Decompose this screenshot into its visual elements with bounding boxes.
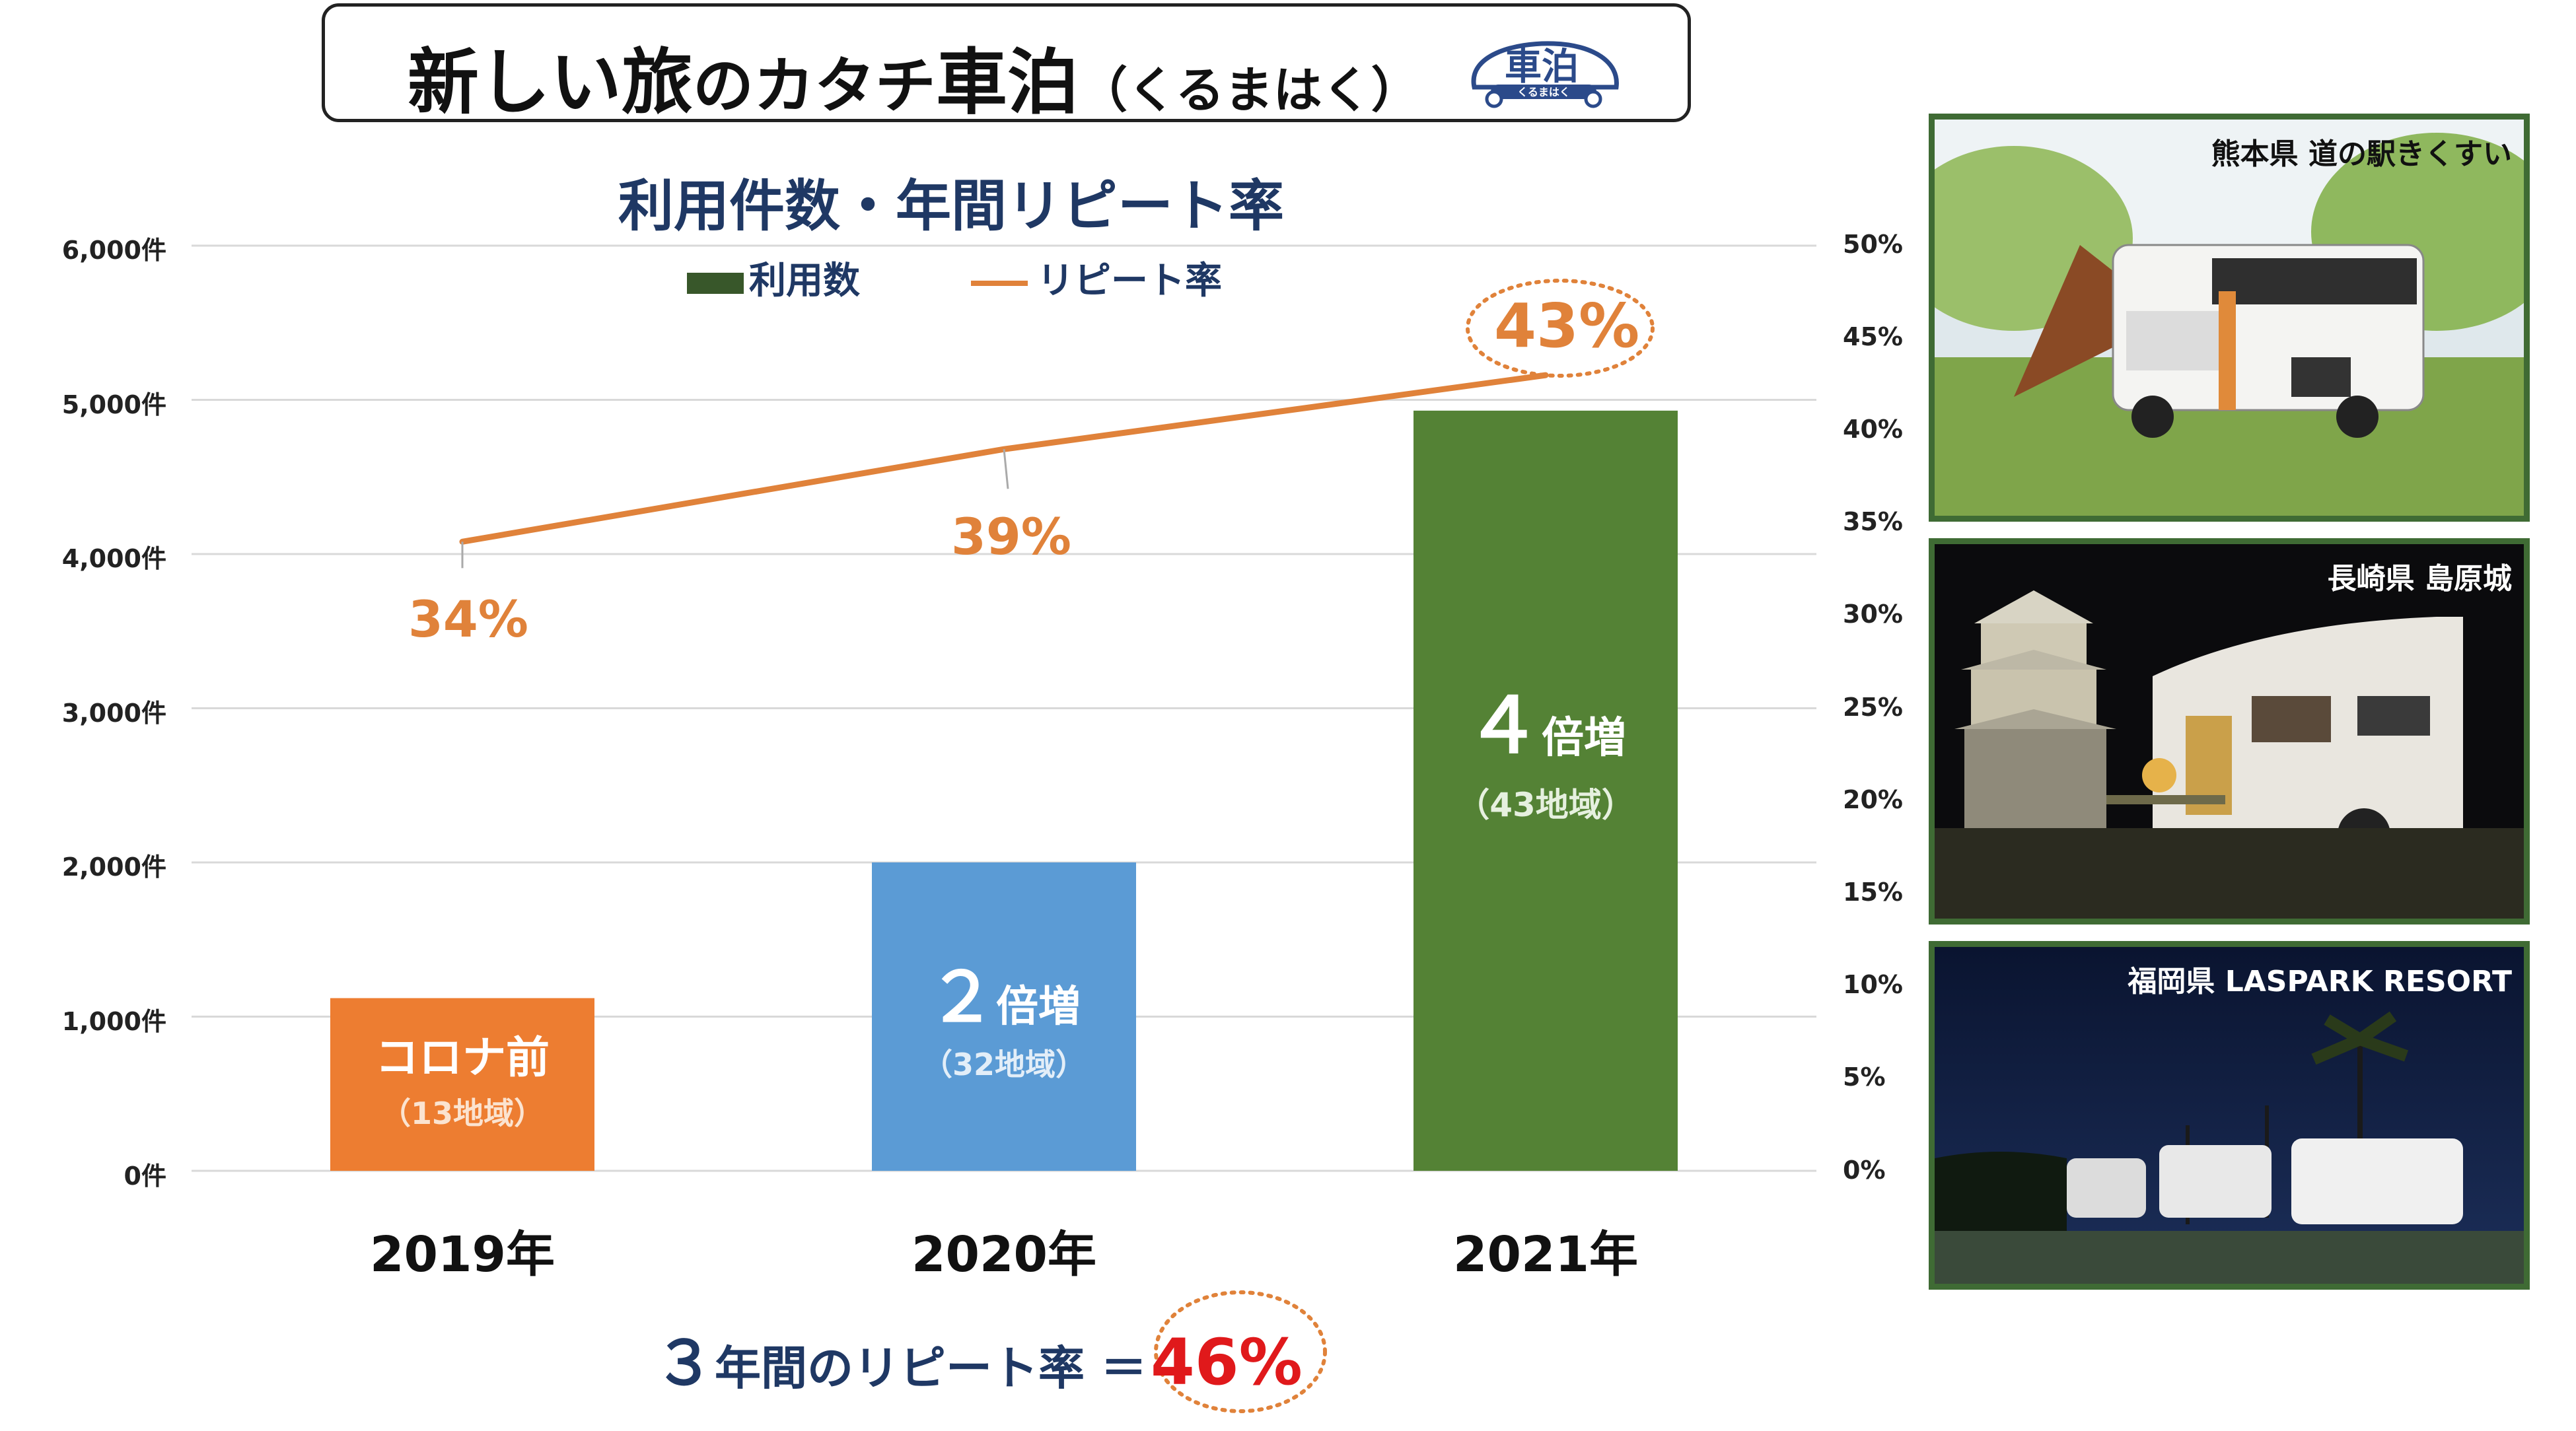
y-right-tick-25: 25% (1843, 693, 1903, 722)
bar-label-2020-num: ２ (927, 957, 996, 1037)
legend-bar-swatch (687, 272, 744, 294)
bar-label-2021-sub: （43地域） (1456, 786, 1635, 824)
bar-2019年 (330, 998, 594, 1171)
bar-label-2020-main: 倍増 (996, 983, 1081, 1031)
y-right-tick-20: 20% (1843, 785, 1903, 814)
leader-2020 (1003, 449, 1009, 489)
y-right-tick-10: 10% (1843, 970, 1903, 999)
title-part-3: 車泊 (936, 42, 1079, 124)
bar-label-2021-num: ４ (1465, 681, 1542, 771)
y-right-tick-30: 30% (1843, 600, 1903, 629)
bar-label-2019: コロナ前 （13地域） (330, 1022, 594, 1133)
x-label-2019: 2019年 (370, 1226, 555, 1283)
highlight-ellipse-footer (1154, 1290, 1327, 1413)
y-right-tick-15: 15% (1843, 878, 1903, 907)
photo-fukuoka: 福岡県 LASPARK RESORT (1929, 941, 2530, 1290)
y-left-tick-5000: 5,000件 (61, 390, 166, 419)
chart-title: 利用件数・年間リピート率 (618, 174, 1284, 238)
y-left-tick-3000: 3,000件 (61, 699, 166, 728)
title-part-2: のカタチ (693, 51, 937, 122)
y-right-tick-5: 5% (1843, 1063, 1886, 1092)
photo-caption-kumamoto: 熊本県 道の駅きくすい (2211, 137, 2512, 171)
y-left-tick-6000: 6,000件 (61, 236, 166, 265)
y-left-tick-0: 0件 (124, 1162, 166, 1191)
legend-line-swatch (971, 280, 1028, 286)
bar-label-2020-sub: （32地域） (921, 1047, 1086, 1082)
y-right-tick-40: 40% (1843, 415, 1903, 444)
legend-bar: 利用数 (687, 251, 860, 304)
highlight-ellipse-2021 (1466, 279, 1655, 378)
bar-label-2021-main: 倍増 (1542, 714, 1626, 763)
footer-value: 46% (1150, 1325, 1303, 1399)
bar-2020年 (872, 862, 1136, 1171)
legend-line-label: リピート率 (1037, 260, 1222, 302)
y-right-tick-50: 50% (1843, 230, 1903, 259)
y-right-tick-0: 0% (1843, 1156, 1886, 1185)
title-reading: （くるまはく） (1079, 62, 1420, 119)
y-left-tick-4000: 4,000件 (61, 544, 166, 573)
y-right-tick-35: 35% (1843, 507, 1903, 536)
photo-caption-fukuoka: 福岡県 LASPARK RESORT (2128, 965, 2512, 998)
bar-2021年 (1413, 410, 1678, 1171)
photo-kumamoto: 熊本県 道の駅きくすい (1929, 114, 2530, 522)
rate-label-2020: 39% (951, 507, 1071, 566)
legend-bar-label: 利用数 (749, 260, 860, 302)
title-box: 新しい旅のカタチ車泊（くるまはく） 車泊 くるまはく (322, 3, 1691, 124)
bar-label-2020: ２倍増 （32地域） (872, 941, 1136, 1084)
y-left-tick-1000: 1,000件 (61, 1007, 166, 1036)
footer-text: 年間のリピート率 ＝ (715, 1341, 1147, 1395)
bar-label-2021: ４倍増 （43地域） (1413, 664, 1678, 826)
bar-label-2019-sub: （13地域） (380, 1096, 544, 1131)
three-year-repeat-rate: ３年間のリピート率 ＝ 46% (654, 1314, 1303, 1402)
x-label-2021: 2021年 (1453, 1226, 1638, 1283)
photo-caption-nagasaki: 長崎県 島原城 (2327, 562, 2512, 596)
bar-label-2019-main: コロナ前 (375, 1032, 550, 1083)
footer-number: ３ (654, 1328, 715, 1399)
y-left-tick-2000: 2,000件 (61, 853, 166, 882)
rate-label-2021: 43% (1494, 291, 1640, 361)
rate-label-2019: 34% (408, 590, 528, 648)
logo-subtext: くるまはく (1517, 86, 1570, 98)
photo-nagasaki: 長崎県 島原城 (1929, 538, 2530, 925)
y-right-tick-45: 45% (1843, 322, 1903, 351)
kurumahaku-logo: 車泊 くるまはく (1471, 41, 1619, 108)
legend-line: リピート率 (971, 251, 1222, 304)
logo-text: 車泊 (1505, 46, 1579, 88)
title-part-1: 新しい旅 (408, 42, 694, 124)
page-title: 新しい旅のカタチ車泊（くるまはく） (408, 25, 1420, 128)
x-label-2020: 2020年 (912, 1226, 1096, 1283)
